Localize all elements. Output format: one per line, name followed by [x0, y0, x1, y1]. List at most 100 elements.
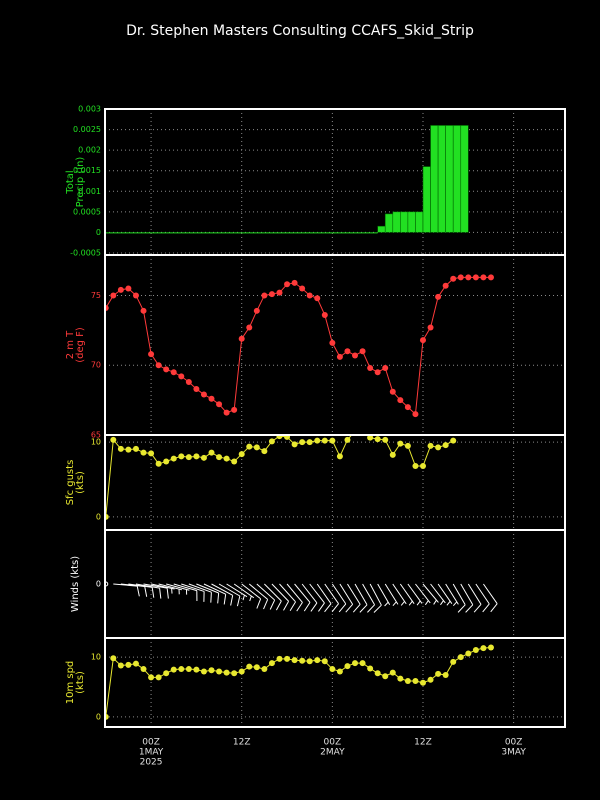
y-axis-label: (kts) — [75, 671, 86, 694]
series-point — [404, 404, 411, 411]
wind-barb — [203, 583, 227, 605]
wind-barb — [309, 583, 325, 612]
series-point — [299, 657, 306, 664]
series-point — [238, 668, 245, 675]
wind-barb — [347, 583, 361, 613]
series-point — [427, 676, 434, 683]
series-point — [246, 663, 253, 670]
series-point — [397, 675, 404, 682]
series-point — [450, 658, 457, 665]
y-axis-label: Total — [65, 170, 76, 194]
precip-bar — [173, 232, 182, 234]
series-point — [480, 645, 487, 652]
wind-barb — [143, 583, 169, 599]
wind-barb — [445, 583, 459, 607]
x-date-label: 1MAY — [139, 748, 164, 758]
wind-barb — [256, 583, 276, 610]
precip-bar — [211, 232, 220, 234]
precip-bar — [256, 232, 265, 234]
precip-bar — [452, 125, 462, 233]
series-point — [261, 666, 268, 673]
wind-barb — [218, 583, 241, 607]
x-date-label: 3MAY — [501, 748, 526, 758]
x-tick-label: 12Z — [414, 738, 432, 748]
wind-barb — [339, 583, 354, 613]
series-point — [276, 655, 283, 662]
series-point — [193, 385, 200, 392]
series-point — [155, 460, 162, 467]
series-point — [412, 463, 419, 470]
series-point — [216, 401, 223, 408]
series-point — [360, 426, 366, 432]
series-point — [223, 409, 230, 416]
series-point — [367, 435, 374, 441]
series-point — [284, 435, 291, 440]
series-point — [261, 448, 268, 455]
series-point — [132, 660, 139, 667]
series-point — [487, 274, 494, 281]
series-point — [382, 673, 389, 680]
series-point — [397, 440, 404, 447]
x-tick-label: 12Z — [233, 738, 251, 748]
series-point — [336, 453, 343, 460]
series-point — [110, 655, 117, 662]
precip-bar — [407, 211, 416, 233]
series-point — [170, 666, 177, 673]
precip-bar — [113, 232, 121, 234]
series-point — [306, 658, 313, 665]
series-point — [291, 279, 298, 286]
wind-barb — [181, 583, 205, 602]
y-tick-label: 70 — [91, 361, 101, 370]
wind-barb — [279, 583, 296, 612]
precip-bar — [445, 125, 454, 233]
wind-barb — [316, 583, 332, 613]
y-axis-label: (deg F) — [75, 327, 86, 363]
precip-bar — [317, 232, 325, 234]
series-point — [419, 463, 426, 470]
series-point — [465, 274, 472, 281]
y-tick-label: 10 — [91, 653, 101, 662]
wind-barb — [362, 583, 376, 613]
wind-barb — [475, 583, 490, 613]
series-point — [231, 670, 238, 677]
series-line — [105, 276, 491, 416]
series-point — [200, 668, 207, 675]
series-point — [321, 312, 328, 318]
series-point — [472, 274, 479, 281]
series-point — [435, 293, 442, 300]
wind-barb — [377, 583, 391, 607]
y-axis-label: 10m spd — [65, 661, 76, 705]
x-tick-label: 00Z — [142, 738, 160, 748]
wind-barb — [135, 583, 162, 599]
series-point — [284, 281, 291, 288]
series-point — [336, 353, 343, 360]
precip-bar — [400, 211, 409, 233]
series-point — [389, 669, 396, 676]
wind-barb — [460, 583, 474, 613]
wind-barb — [226, 583, 248, 601]
precip-bar — [135, 232, 144, 234]
series-point — [178, 666, 185, 673]
series-point — [352, 352, 359, 359]
wind-barb — [271, 583, 290, 611]
wind-barb — [301, 583, 318, 612]
series-point — [306, 292, 313, 299]
series-point — [155, 674, 162, 681]
wind-barb — [399, 583, 415, 606]
series-point — [276, 289, 283, 296]
series-point — [178, 373, 185, 380]
wind-barb — [452, 583, 466, 613]
series-point — [216, 668, 223, 675]
precip-bar — [332, 232, 340, 234]
wind-barb — [150, 583, 175, 594]
series-point — [397, 397, 404, 404]
wind-barb — [384, 583, 399, 607]
wind-barb — [294, 583, 311, 612]
series-point — [329, 666, 336, 673]
y-axis-label: Precip (in) — [75, 157, 86, 208]
series-point — [336, 668, 343, 675]
series-point — [223, 669, 230, 676]
precip-bar — [241, 232, 250, 234]
series-point — [185, 454, 192, 461]
